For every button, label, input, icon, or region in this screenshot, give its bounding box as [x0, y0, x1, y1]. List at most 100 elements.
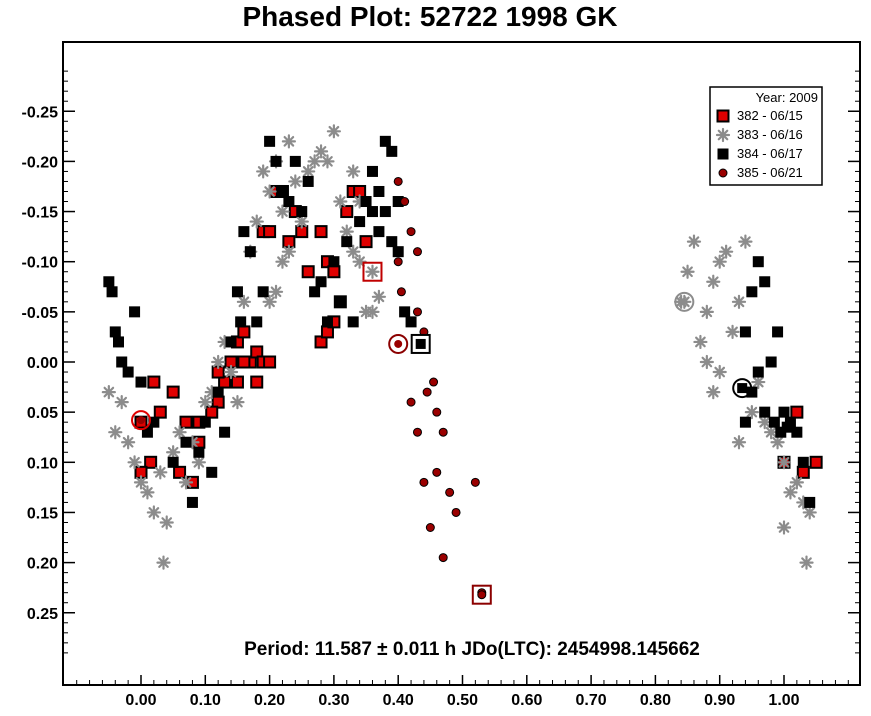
data-point [153, 465, 168, 480]
data-point [263, 355, 277, 369]
highlight-box [471, 584, 492, 605]
data-point [327, 265, 341, 279]
data-points [101, 124, 823, 598]
data-point [230, 375, 244, 389]
data-point [706, 274, 721, 289]
data-point [199, 416, 211, 428]
data-point [230, 395, 245, 410]
highlighted-points [131, 261, 753, 605]
data-point [438, 553, 448, 563]
highlight-ring [388, 333, 409, 354]
data-point [770, 435, 785, 450]
data-point [354, 216, 366, 228]
data-point [725, 324, 740, 340]
data-point [693, 334, 708, 350]
data-point [108, 425, 123, 440]
y-tick-label: 0.15 [27, 505, 58, 522]
highlight-point [415, 338, 426, 349]
data-point [206, 466, 218, 478]
legend-title: Year: 2009 [756, 90, 818, 105]
data-point [250, 375, 264, 389]
y-tick-label: 0.10 [27, 455, 58, 472]
data-point [686, 234, 702, 249]
data-point [790, 405, 804, 419]
data-point [739, 416, 751, 428]
data-point [314, 225, 328, 239]
data-point [237, 355, 251, 369]
y-tick-label: -0.10 [22, 255, 59, 272]
data-point [112, 336, 124, 348]
data-point [159, 515, 174, 530]
y-tick-label: -0.25 [22, 104, 59, 121]
data-point [198, 395, 213, 410]
data-point [166, 445, 181, 460]
data-point [283, 196, 295, 208]
data-point [799, 555, 814, 570]
data-point [797, 456, 809, 468]
data-point [445, 487, 455, 497]
data-point [429, 377, 439, 387]
data-point [109, 326, 121, 338]
data-point [288, 174, 303, 189]
data-point [231, 286, 243, 298]
data-point [256, 164, 271, 179]
data-point [699, 354, 714, 370]
data-point [307, 154, 322, 169]
data-point [373, 185, 385, 197]
x-tick-label: 0.00 [125, 692, 156, 709]
data-point [405, 316, 417, 328]
data-point [275, 204, 290, 219]
data-point [219, 426, 231, 438]
data-point [147, 375, 161, 389]
chart-title: Phased Plot: 52722 1998 GK [242, 1, 617, 32]
data-point [326, 124, 341, 139]
data-point [301, 265, 315, 279]
y-tick-label: -0.20 [22, 154, 59, 171]
x-tick-label: 0.40 [383, 692, 414, 709]
data-point [393, 176, 403, 186]
axis-ticks: 0.00 0.10 0.20 0.30 0.40 0.50 0.60 0.70 0.80 0.90… [22, 70, 860, 709]
data-point [301, 164, 316, 179]
data-point [352, 254, 367, 269]
x-tick-label: 0.10 [190, 692, 221, 709]
data-point [212, 386, 224, 398]
data-point [172, 425, 187, 440]
data-point [205, 405, 219, 419]
data-point [746, 386, 758, 398]
data-point [744, 405, 759, 420]
data-point [146, 505, 161, 520]
data-point [211, 354, 226, 370]
legend-entry: 384 - 06/17 [737, 146, 803, 161]
data-point [328, 256, 340, 268]
data-point [238, 226, 250, 238]
data-point [783, 485, 798, 500]
data-point [360, 196, 372, 208]
data-point [236, 294, 251, 309]
data-point [731, 294, 747, 309]
legend-entry: 382 - 06/15 [737, 108, 803, 123]
data-point [373, 226, 385, 238]
data-point [759, 406, 771, 418]
highlight-point [137, 416, 145, 425]
data-point [764, 425, 779, 440]
data-point [400, 197, 410, 207]
data-point [752, 256, 764, 268]
data-point [412, 427, 422, 437]
x-tick-label: 1.00 [768, 692, 799, 709]
data-point [235, 316, 247, 328]
y-tick-label: 0.25 [27, 606, 58, 623]
x-tick-label: 0.80 [640, 692, 671, 709]
data-point [129, 306, 141, 318]
data-point [379, 135, 391, 147]
data-point [225, 336, 237, 348]
data-point [802, 505, 817, 520]
data-point [425, 522, 435, 532]
data-point [268, 284, 284, 299]
data-point [791, 426, 803, 438]
data-point [366, 165, 378, 177]
data-point [334, 296, 346, 308]
y-tick-label: 0.00 [27, 355, 58, 372]
data-point [263, 225, 277, 239]
legend-marker [716, 109, 730, 123]
data-point [121, 435, 136, 450]
